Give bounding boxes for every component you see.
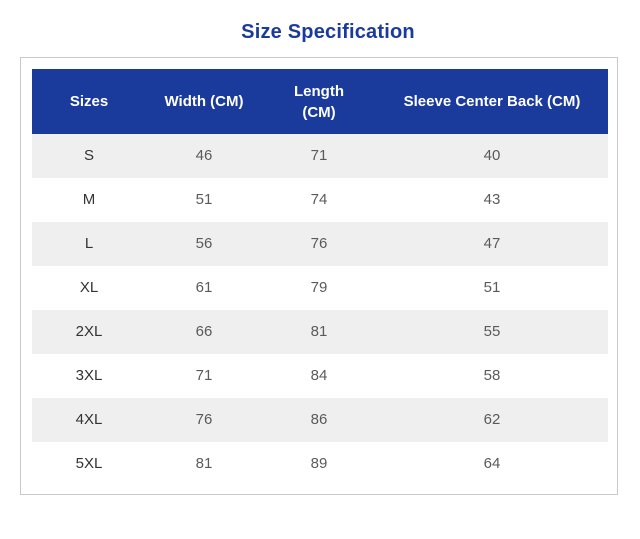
header-length-line2: (CM) <box>302 103 336 121</box>
page-title: Size Specification <box>241 21 415 43</box>
cell-size: XL <box>32 266 146 310</box>
cell-sleeve: 47 <box>376 222 608 266</box>
cell-size: 2XL <box>32 310 146 354</box>
cell-sleeve: 62 <box>376 398 608 442</box>
cell-length: 81 <box>262 310 376 354</box>
table-row: S 46 71 40 <box>32 134 608 178</box>
table-row: M 51 74 43 <box>32 178 608 222</box>
cell-length: 76 <box>262 222 376 266</box>
cell-length: 74 <box>262 178 376 222</box>
cell-width: 51 <box>146 178 262 222</box>
cell-size: L <box>32 222 146 266</box>
header-sleeve-center-back: Sleeve Center Back (CM) <box>376 69 608 134</box>
cell-size: 5XL <box>32 442 146 486</box>
table-row: 4XL 76 86 62 <box>32 398 608 442</box>
size-specification-table: Sizes Width (CM) Length (CM) Sleeve Cent… <box>32 69 608 486</box>
header-length-line1: Length <box>294 82 344 100</box>
cell-length: 89 <box>262 442 376 486</box>
cell-length: 79 <box>262 266 376 310</box>
cell-width: 81 <box>146 442 262 486</box>
cell-sleeve: 58 <box>376 354 608 398</box>
cell-sleeve: 40 <box>376 134 608 178</box>
cell-sleeve: 55 <box>376 310 608 354</box>
header-sizes: Sizes <box>32 69 146 134</box>
header-width: Width (CM) <box>146 69 262 134</box>
table-row: XL 61 79 51 <box>32 266 608 310</box>
cell-width: 61 <box>146 266 262 310</box>
cell-sleeve: 51 <box>376 266 608 310</box>
table-row: L 56 76 47 <box>32 222 608 266</box>
cell-sleeve: 43 <box>376 178 608 222</box>
cell-width: 56 <box>146 222 262 266</box>
cell-sleeve: 64 <box>376 442 608 486</box>
cell-length: 71 <box>262 134 376 178</box>
cell-size: S <box>32 134 146 178</box>
table-row: 5XL 81 89 64 <box>32 442 608 486</box>
cell-width: 66 <box>146 310 262 354</box>
cell-size: M <box>32 178 146 222</box>
table-header-row: Sizes Width (CM) Length (CM) Sleeve Cent… <box>32 69 608 134</box>
cell-size: 4XL <box>32 398 146 442</box>
cell-length: 84 <box>262 354 376 398</box>
cell-width: 76 <box>146 398 262 442</box>
cell-size: 3XL <box>32 354 146 398</box>
cell-width: 46 <box>146 134 262 178</box>
table-row: 2XL 66 81 55 <box>32 310 608 354</box>
header-length: Length (CM) <box>262 69 376 134</box>
table-row: 3XL 71 84 58 <box>32 354 608 398</box>
cell-width: 71 <box>146 354 262 398</box>
cell-length: 86 <box>262 398 376 442</box>
